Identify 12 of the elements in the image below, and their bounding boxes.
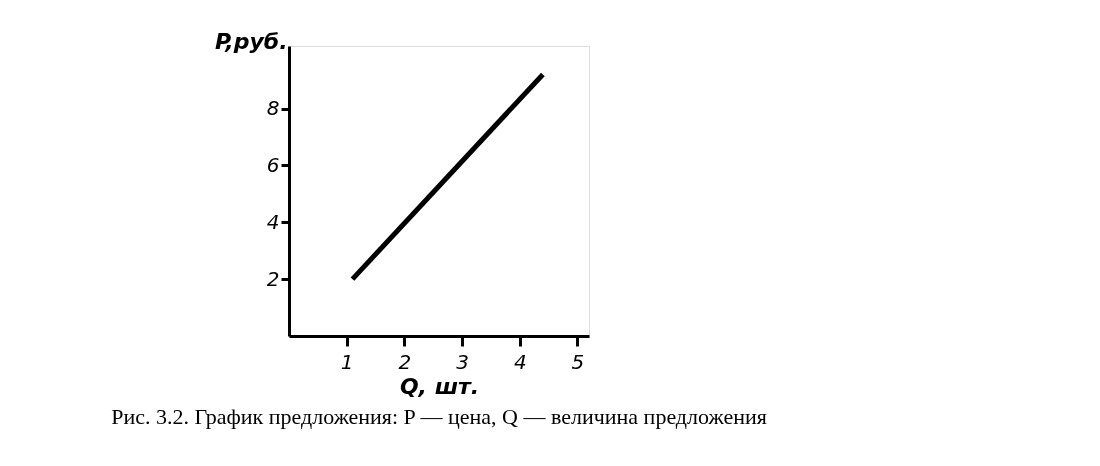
- text: Рис. 3.2. График предложения: P — цена, Q — величина предложения: [111, 404, 767, 429]
- y-tick-label: 8: [266, 96, 280, 121]
- y-tick-label: 2: [266, 266, 280, 291]
- x-tick-label: 3: [456, 349, 469, 374]
- x-tick-label: 1: [340, 349, 354, 374]
- x-tick-label: 5: [571, 349, 585, 374]
- x-axis-title: Q, шт.: [399, 373, 480, 399]
- x-tick-label: 4: [513, 349, 527, 374]
- y-tick-label: 6: [266, 152, 280, 177]
- y-tick-label: 4: [266, 209, 280, 234]
- x-tick-label: 2: [398, 349, 412, 374]
- y-axis-title: P,руб.: [214, 28, 288, 54]
